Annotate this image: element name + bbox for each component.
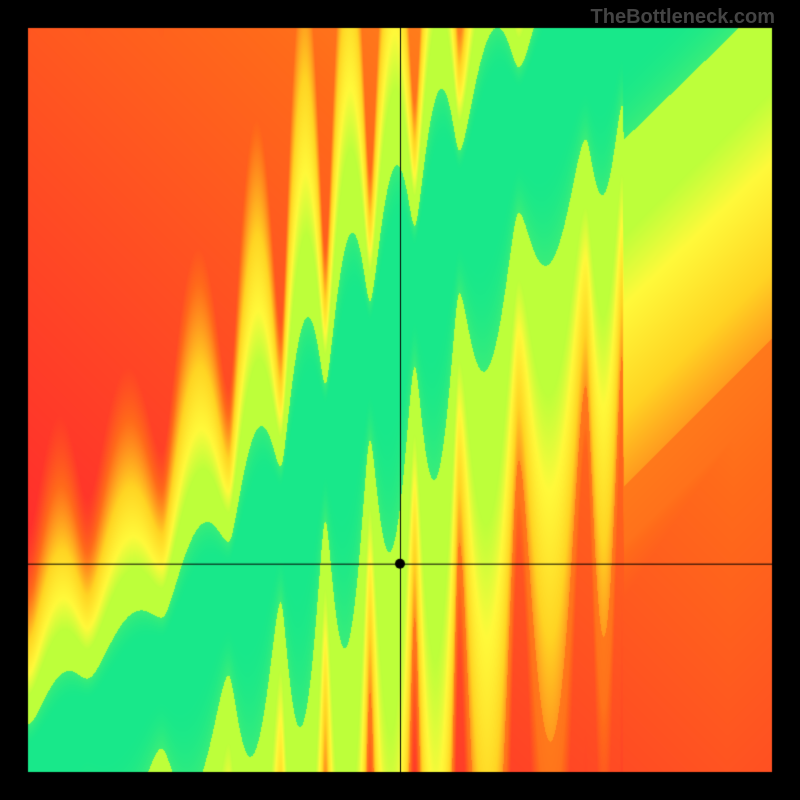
chart-container: TheBottleneck.com xyxy=(0,0,800,800)
bottleneck-heatmap xyxy=(0,0,800,800)
watermark-text: TheBottleneck.com xyxy=(591,6,775,29)
